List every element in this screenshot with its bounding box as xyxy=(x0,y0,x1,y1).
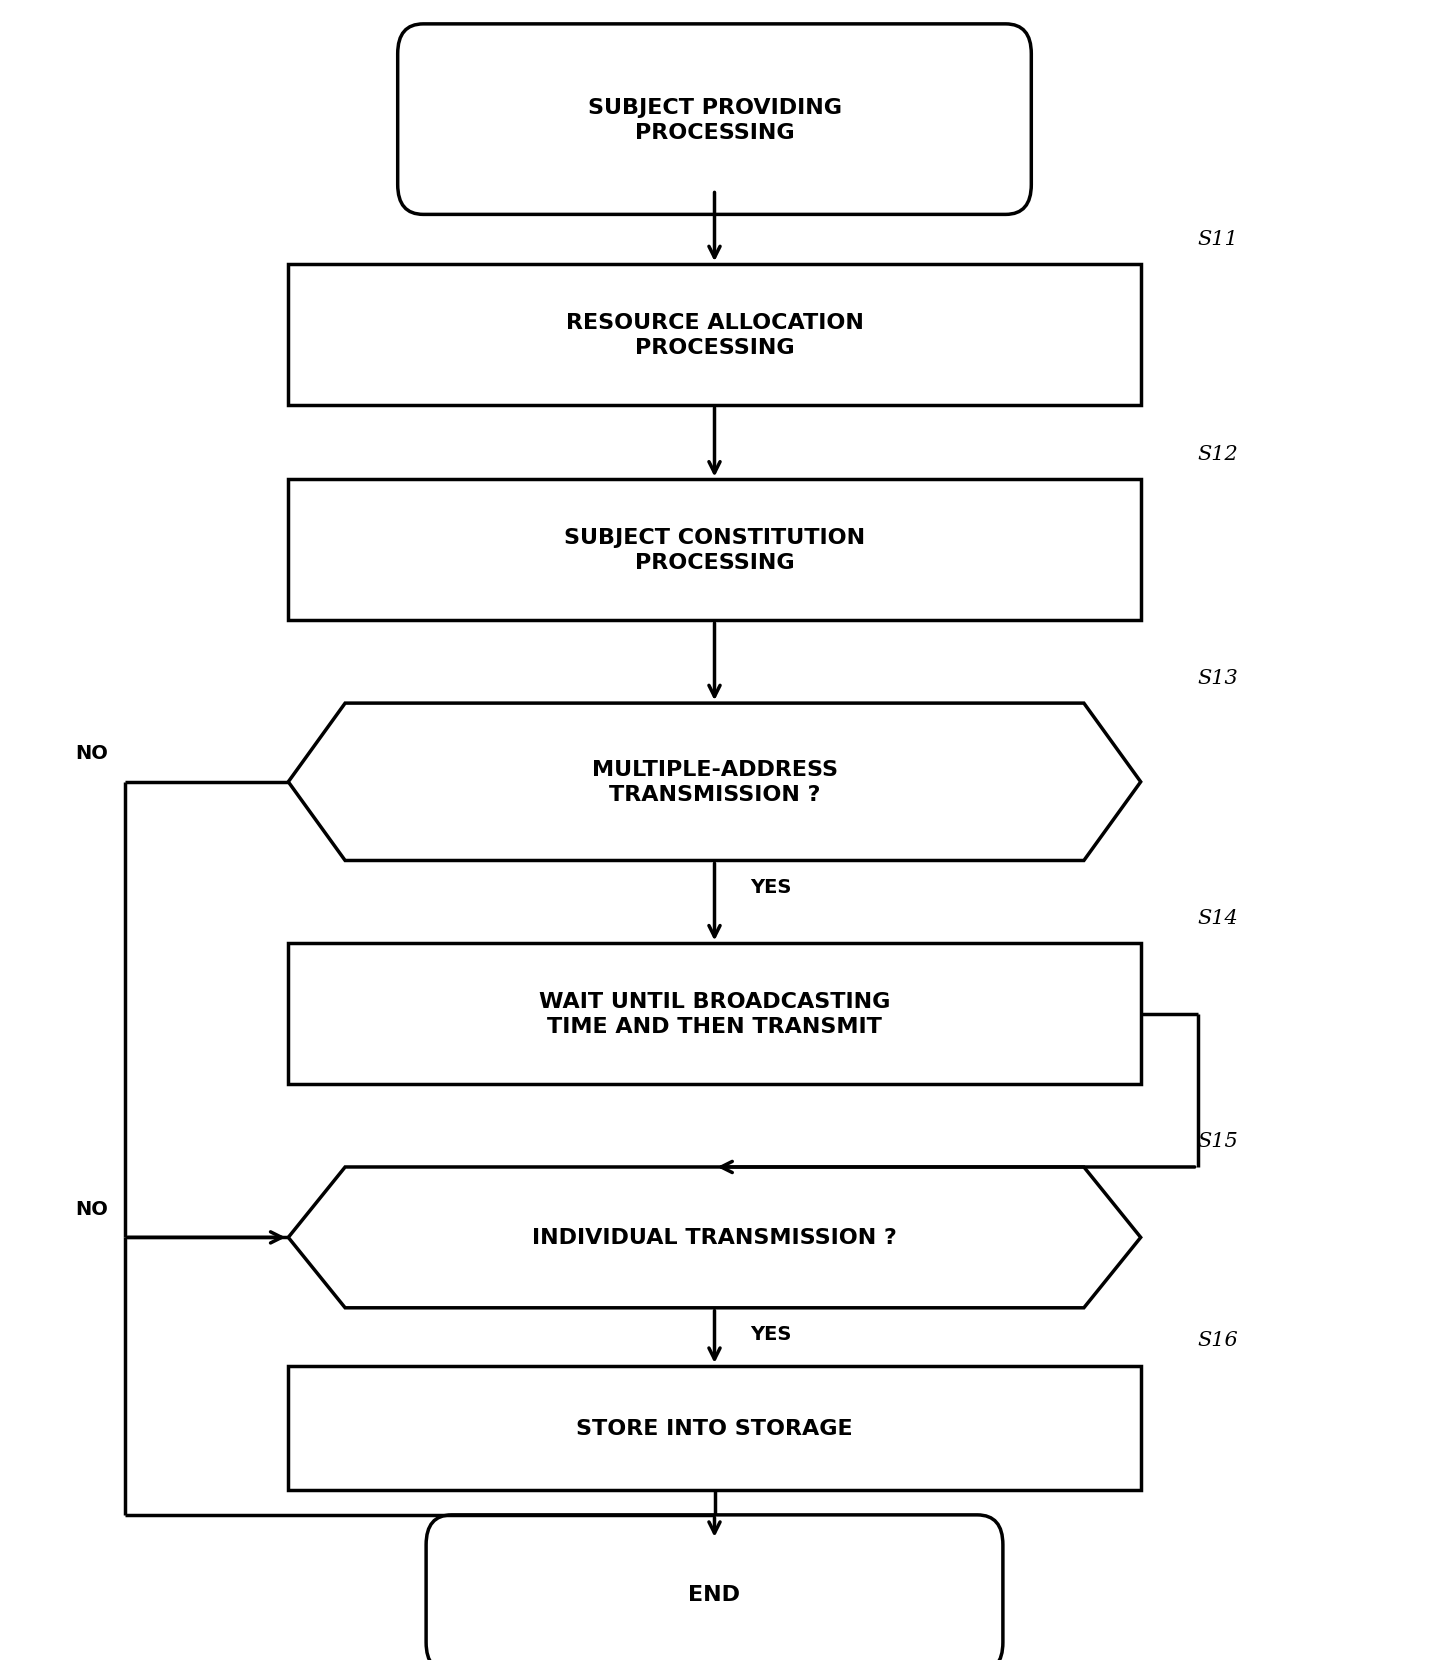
Bar xyxy=(289,265,1140,406)
Text: WAIT UNTIL BROADCASTING
TIME AND THEN TRANSMIT: WAIT UNTIL BROADCASTING TIME AND THEN TR… xyxy=(539,992,890,1037)
Text: S12: S12 xyxy=(1198,444,1239,464)
Bar xyxy=(289,1366,1140,1491)
Text: YES: YES xyxy=(750,877,792,897)
Bar xyxy=(289,943,1140,1085)
Bar xyxy=(289,481,1140,621)
Text: RESOURCE ALLOCATION
PROCESSING: RESOURCE ALLOCATION PROCESSING xyxy=(566,313,863,358)
Text: NO: NO xyxy=(74,1198,107,1218)
Text: SUBJECT PROVIDING
PROCESSING: SUBJECT PROVIDING PROCESSING xyxy=(587,98,842,143)
Polygon shape xyxy=(289,704,1140,860)
Text: MULTIPLE-ADDRESS
TRANSMISSION ?: MULTIPLE-ADDRESS TRANSMISSION ? xyxy=(592,760,837,805)
Polygon shape xyxy=(289,1166,1140,1308)
FancyBboxPatch shape xyxy=(426,1514,1003,1664)
Text: S16: S16 xyxy=(1198,1331,1239,1350)
Text: STORE INTO STORAGE: STORE INTO STORAGE xyxy=(576,1418,853,1438)
Text: NO: NO xyxy=(74,744,107,762)
Text: YES: YES xyxy=(750,1325,792,1343)
Text: S15: S15 xyxy=(1198,1132,1239,1151)
Text: S13: S13 xyxy=(1198,669,1239,687)
FancyBboxPatch shape xyxy=(397,25,1032,215)
Text: INDIVIDUAL TRANSMISSION ?: INDIVIDUAL TRANSMISSION ? xyxy=(532,1228,897,1248)
Text: S11: S11 xyxy=(1198,230,1239,248)
Text: END: END xyxy=(689,1584,740,1604)
Text: S14: S14 xyxy=(1198,909,1239,927)
Text: SUBJECT CONSTITUTION
PROCESSING: SUBJECT CONSTITUTION PROCESSING xyxy=(564,527,865,572)
